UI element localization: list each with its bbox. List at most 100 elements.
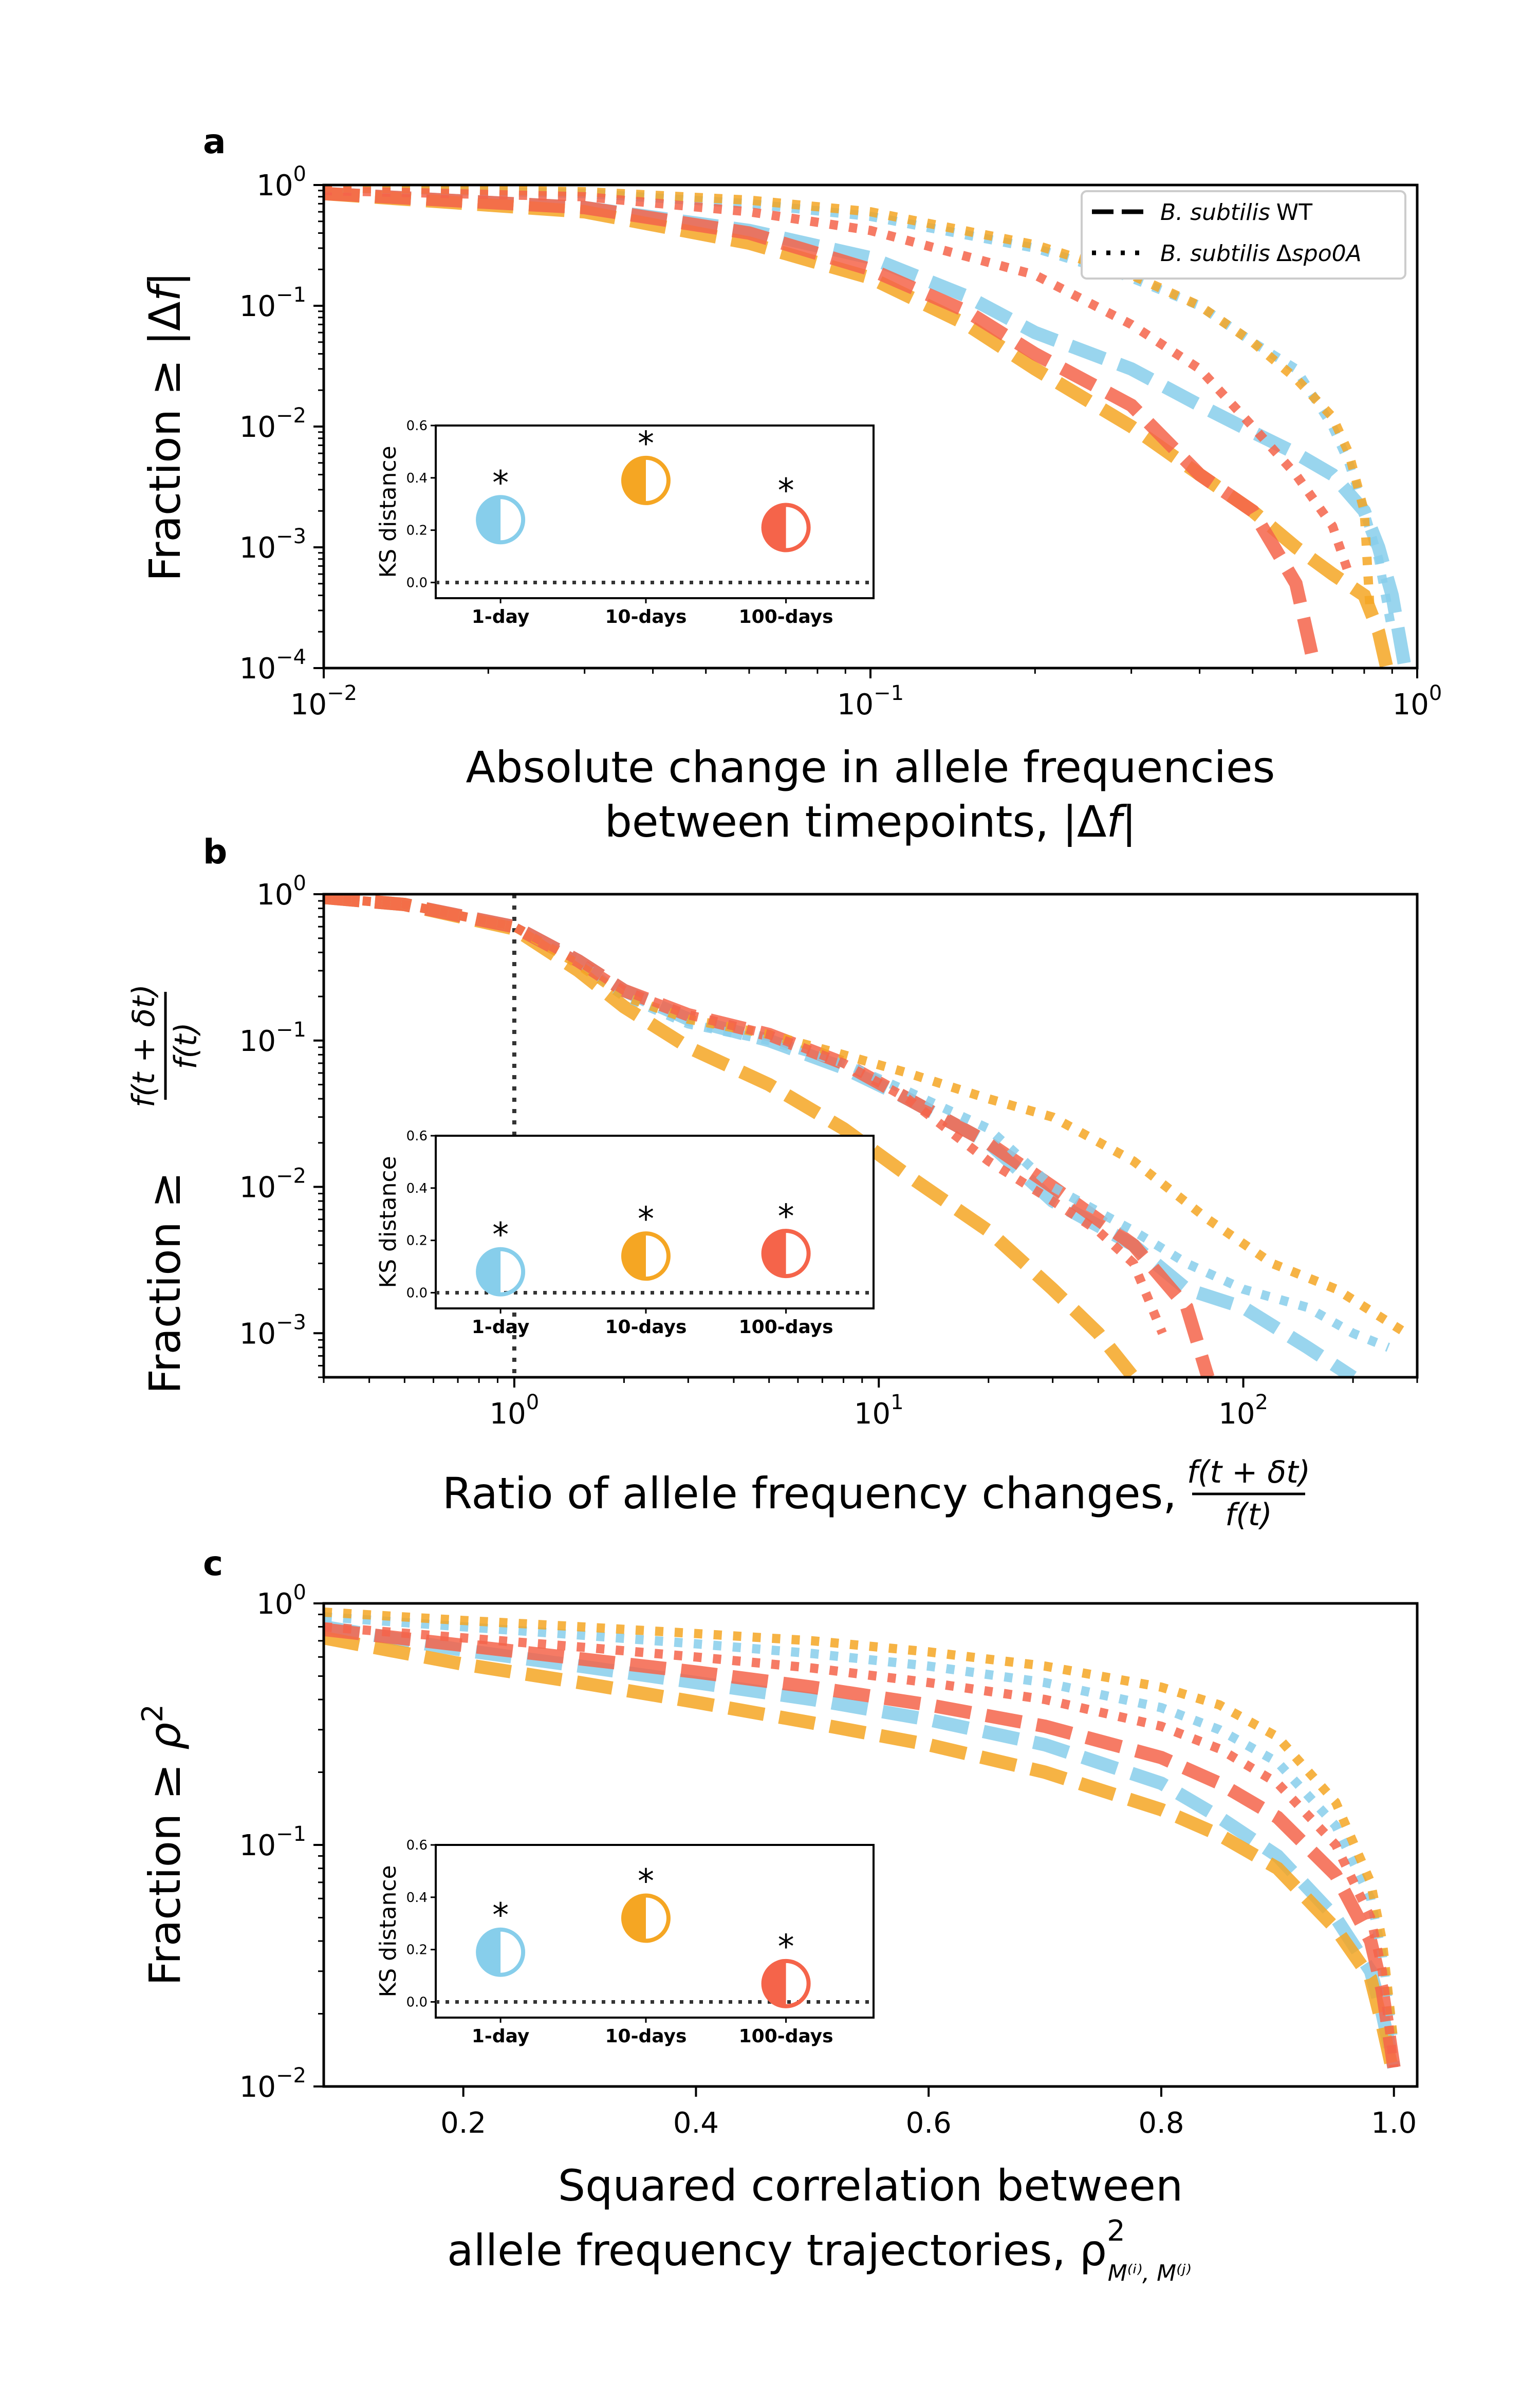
panel-letter-a: a [203,122,226,161]
x-tick-label: 101 [854,1391,904,1431]
inset-y-tick-label: 0.6 [406,1838,428,1853]
ks-marker-100-days [761,1958,811,2008]
panel-a: 10−2 10−1 100 100 10−1 10−2 10−3 10−4 B. subtil… [140,162,1442,847]
ks-marker-fill-10-days [623,457,646,503]
inset-x-label-100-days: 100-days [739,606,833,627]
significance-star: * [638,425,654,463]
x-tick-label: 10−2 [290,681,357,722]
inset-y-tick-label: 0.2 [406,1233,428,1249]
x-axis-label-a-line1: Absolute change in allele frequencies [466,742,1275,792]
inset-y-tick-label: 0.4 [406,1181,428,1196]
inset-x-label-100-days: 100-days [739,1317,833,1338]
y-tick-label: 10−2 [239,1165,306,1205]
significance-star: * [638,1200,654,1239]
x-tick-label: 100 [490,1391,540,1431]
y-tick-label: 10−2 [239,2064,306,2104]
ks-marker-1-day [476,495,526,545]
panel-letter-b: b [203,832,227,872]
x-axis-label-b-num: f(t + δt) [1187,1454,1310,1490]
series-line-wt-10-days [324,187,1394,668]
x-axis-label-b-den: f(t) [1225,1497,1272,1533]
x-tick-label: 102 [1218,1391,1268,1431]
inset-y-tick-label: 0.0 [406,575,428,590]
series-line-spo0a-100-days [324,186,1353,576]
ks-marker-fill-10-days [623,1895,646,1941]
legend-box [1081,190,1406,280]
legend-spo-label: B. subtilis Δspo0A [1160,241,1362,267]
plot-lines-b [324,894,1409,1377]
panel-b: 100 101 102 100 10−1 10−2 10−3 Fraction ≥ f(t … [126,872,1419,1533]
inset-y-label: KS distance [375,1865,401,1997]
x-tick-label: 0.4 [673,2107,719,2140]
inset-x-label-1-day: 1-day [472,1317,529,1338]
inset-y-label: KS distance [375,1156,401,1288]
series-line-wt-1-day [324,1620,1401,2069]
y-tick-label: 10−4 [239,645,306,686]
axis-ticks-a: 10−2 10−1 100 100 10−1 10−2 10−3 10−4 [239,162,1442,722]
ks-marker-fill-100-days [763,1961,786,2006]
significance-star: * [492,1897,509,1935]
y-tick-label: 10−1 [239,283,306,323]
plot-lines-c [324,1608,1401,2078]
inset-x-label-1-day: 1-day [472,2026,529,2047]
series-line-wt-10-days [324,894,1139,1377]
inset-y-tick-label: 0.2 [406,523,428,539]
axis-ticks-b: 100 101 102 100 10−1 10−2 10−3 [239,872,1418,1431]
x-tick-label: 0.6 [906,2107,952,2140]
x-tick-label: 1.0 [1371,2107,1417,2140]
x-tick-label: 10−1 [837,681,904,722]
ks-marker-1-day [476,1927,526,1977]
x-tick-label: 0.2 [440,2107,486,2140]
y-tick-label: 100 [256,1581,306,1621]
inset-c: 0.0 0.2 0.4 0.6 KS distance 1-day * 10-days * 100… [375,1838,875,2047]
series-line-wt-100-days [324,1622,1401,2068]
inset-a: 0.0 0.2 0.4 0.6 KS distance 1-day * 10-days * 100… [375,418,875,627]
inset-y-tick-label: 0.2 [406,1943,428,1958]
series-line-wt-100-days [324,894,1215,1377]
panel-letter-c: c [203,1544,223,1583]
inset-x-label-10-days: 10-days [605,2026,687,2047]
ks-marker-fill-100-days [763,505,786,550]
ks-marker-10-days [621,455,671,505]
ks-marker-10-days [621,1893,671,1943]
series-line-spo0a-100-days [324,1622,1399,2068]
series-line-spo0a-100-days [324,894,1167,1335]
ks-marker-fill-1-day [478,1929,501,1975]
x-axis-label-a-line2: between timepoints, |Δf| [605,797,1137,847]
significance-star: * [492,464,509,502]
y-tick-label: 10−1 [239,1018,306,1058]
x-axis-label-b: Ratio of allele frequency changes, [442,1468,1177,1519]
x-tick-label: 0.8 [1138,2107,1184,2140]
y-axis-label-c: Fraction ≥ ρ2 [136,1704,190,1986]
ks-marker-fill-10-days [623,1233,646,1279]
x-axis-label-c-line1: Squared correlation between [558,2160,1183,2211]
inset-x-label-10-days: 10-days [605,606,687,627]
y-axis-label-a: Fraction ≥ |Δf| [140,272,190,582]
series-line-wt-10-days [324,1631,1401,2078]
y-tick-label: 10−3 [239,1310,306,1351]
inset-x-label-1-day: 1-day [472,606,529,627]
inset-x-label-100-days: 100-days [739,2026,833,2047]
y-tick-label: 10−1 [239,1822,306,1862]
series-line-spo0a-1-day [324,1612,1399,2045]
y-tick-label: 10−2 [239,404,306,444]
inset-y-tick-label: 0.6 [406,1129,428,1144]
axes-frame-b [322,893,1419,1379]
inset-y-tick-label: 0.0 [406,1285,428,1301]
significance-star: * [778,1198,794,1236]
plot-lines-a [324,185,1412,668]
inset-x-label-10-days: 10-days [605,1317,687,1338]
ks-marker-1-day [476,1247,526,1297]
panel-c: 0.2 0.4 0.6 0.8 1.0 100 10−1 10−2 Fraction ≥ ρ2… [136,1581,1419,2286]
ks-marker-100-days [761,503,811,552]
ks-marker-fill-1-day [478,497,501,543]
y-axis-label-b: Fraction ≥ f(t + δt) f(t) [126,984,204,1394]
svg-text:Fraction ≥: Fraction ≥ [140,1172,190,1394]
series-line-wt-100-days [324,187,1322,668]
y-tick-label: 100 [256,162,306,202]
inset-y-tick-label: 0.6 [406,418,428,434]
y-tick-label: 10−3 [239,525,306,565]
ks-marker-10-days [621,1231,671,1281]
axes-frame-a [322,183,1419,670]
legend-wt-label: B. subtilis WT [1160,199,1312,226]
